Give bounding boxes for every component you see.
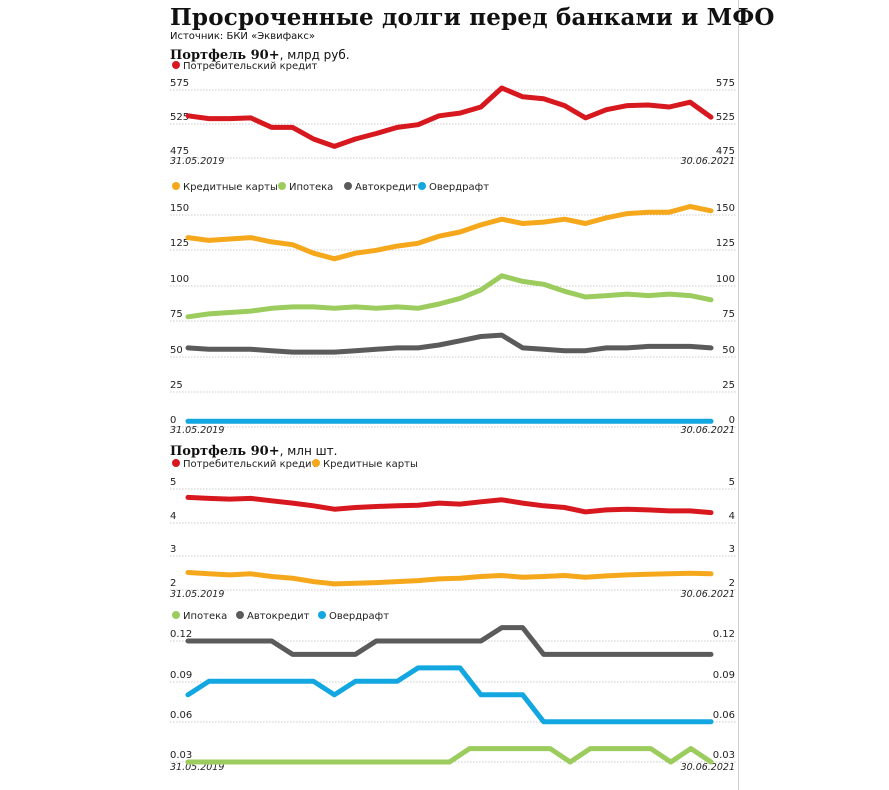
series-line: [185, 746, 714, 765]
y-tick-label-left: 3: [170, 544, 176, 555]
legend-marker: [312, 459, 320, 467]
legend-label: Овердрафт: [329, 611, 389, 622]
y-tick-label-left: 150: [170, 203, 189, 214]
section-title-units-unit: , млн шт.: [279, 444, 338, 458]
y-tick-label-right: 0: [729, 415, 735, 426]
legend-label: Овердрафт: [429, 182, 489, 193]
legend-marker: [278, 182, 286, 190]
legend-label: Потребительский кредит: [183, 459, 318, 470]
legend-marker: [172, 611, 180, 619]
y-tick-label-left: 575: [170, 78, 189, 89]
legend-label: Кредитные карты: [323, 459, 418, 470]
section-title-units-bold: Портфель 90+: [170, 444, 280, 459]
y-tick-label-left: 0: [170, 415, 176, 426]
y-tick-label-right: 25: [722, 380, 735, 391]
x-end-date-label: 30.06.2021: [681, 156, 735, 167]
y-tick-label-right: 3: [729, 544, 735, 555]
y-tick-label-right: 50: [722, 345, 735, 356]
y-tick-label-right: 100: [716, 274, 735, 285]
y-tick-label-right: 575: [716, 78, 735, 89]
series-line: [185, 494, 714, 516]
legend-marker: [236, 611, 244, 619]
legend-label: Кредитные карты: [183, 182, 278, 193]
y-tick-label-left: 75: [170, 309, 183, 320]
y-tick-label-right: 150: [716, 203, 735, 214]
series-line: [185, 625, 714, 657]
y-tick-label-left: 100: [170, 274, 189, 285]
legend-label: Автокредит: [355, 182, 418, 193]
right-border-line: [738, 0, 739, 790]
legend-marker: [172, 182, 180, 190]
legend-label: Потребительский кредит: [183, 61, 318, 72]
series-line: [185, 204, 714, 262]
series-line: [185, 332, 714, 355]
x-start-date-label: 31.05.2019: [170, 425, 224, 436]
y-tick-label-right: 0.06: [713, 710, 735, 721]
y-tick-label-right: 525: [716, 112, 735, 123]
x-start-date-label: 31.05.2019: [170, 762, 224, 773]
y-tick-label-left: 50: [170, 345, 183, 356]
y-tick-label-right: 0.03: [713, 750, 735, 761]
y-tick-label-left: 525: [170, 112, 189, 123]
y-tick-label-right: 5: [729, 477, 735, 488]
section-title-rub-bold: Портфель 90+: [170, 48, 280, 63]
x-start-date-label: 31.05.2019: [170, 156, 224, 167]
legend-label: Автокредит: [247, 611, 310, 622]
y-tick-label-left: 25: [170, 380, 183, 391]
x-end-date-label: 30.06.2021: [681, 762, 735, 773]
series-line: [185, 665, 714, 725]
y-tick-label-left: 0.12: [170, 629, 192, 640]
legend-marker: [418, 182, 426, 190]
section-title-rub: Портфель 90+, млрд руб.: [170, 48, 350, 63]
x-end-date-label: 30.06.2021: [681, 589, 735, 600]
y-tick-label-right: 4: [729, 511, 735, 522]
y-tick-label-left: 0.09: [170, 670, 192, 681]
y-tick-label-right: 0.12: [713, 629, 735, 640]
y-tick-label-left: 2: [170, 578, 176, 589]
series-line: [185, 273, 714, 320]
y-tick-label-left: 475: [170, 146, 189, 157]
section-title-units: Портфель 90+, млн шт.: [170, 444, 337, 459]
legend-label: Ипотека: [183, 611, 227, 622]
legend-label: Ипотека: [289, 182, 333, 193]
x-start-date-label: 31.05.2019: [170, 589, 224, 600]
y-tick-label-right: 125: [716, 238, 735, 249]
page-title: Просроченные долги перед банками и МФО: [170, 4, 775, 31]
y-tick-label-left: 4: [170, 511, 176, 522]
y-tick-label-right: 475: [716, 146, 735, 157]
legend-marker: [172, 61, 180, 69]
legend-marker: [344, 182, 352, 190]
y-tick-label-right: 75: [722, 309, 735, 320]
y-tick-label-right: 2: [729, 578, 735, 589]
section-title-rub-unit: , млрд руб.: [279, 48, 350, 62]
series-line: [185, 85, 714, 149]
y-tick-label-left: 125: [170, 238, 189, 249]
legend-marker: [172, 459, 180, 467]
source-note: Источник: БКИ «Эквифакс»: [170, 31, 315, 42]
series-line: [185, 570, 714, 587]
y-tick-label-left: 0.06: [170, 710, 192, 721]
y-tick-label-right: 0.09: [713, 670, 735, 681]
y-tick-label-left: 0.03: [170, 750, 192, 761]
legend-marker: [318, 611, 326, 619]
x-end-date-label: 30.06.2021: [681, 425, 735, 436]
y-tick-label-left: 5: [170, 477, 176, 488]
